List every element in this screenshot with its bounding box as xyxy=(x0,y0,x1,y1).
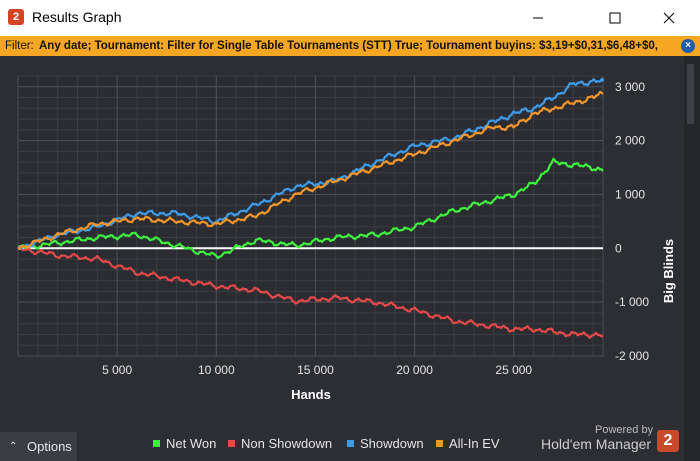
filter-bar[interactable]: Filter: Any date; Tournament: Filter for… xyxy=(0,36,700,56)
options-label: Options xyxy=(27,439,72,454)
series-line-net-won xyxy=(17,157,604,259)
legend-swatch xyxy=(228,440,235,447)
series-line-non-showdown xyxy=(17,246,604,339)
legend-swatch xyxy=(347,440,354,447)
legend-item-non-showdown: Non Showdown xyxy=(228,436,332,451)
y-tick-label: 0 xyxy=(615,241,622,255)
x-tick-label: 15 000 xyxy=(297,363,334,377)
title-bar: 2 Results Graph xyxy=(0,0,700,36)
y-tick-label: -1 000 xyxy=(615,295,649,309)
y-tick-label: 3 000 xyxy=(615,80,645,94)
close-icon: × xyxy=(685,40,691,51)
legend-swatch xyxy=(153,440,160,447)
minimize-icon xyxy=(533,17,543,19)
maximize-button[interactable] xyxy=(592,0,638,36)
maximize-icon xyxy=(609,12,621,24)
filter-text[interactable]: Any date; Tournament: Filter for Single … xyxy=(39,40,659,52)
brand-name: Hold'em Manager xyxy=(541,436,652,452)
y-tick-label: 1 000 xyxy=(615,187,645,201)
legend-label: Showdown xyxy=(360,436,424,451)
series-line-showdown xyxy=(17,77,605,250)
legend-item-net-won: Net Won xyxy=(153,436,216,451)
y-tick-label: 2 000 xyxy=(615,134,645,148)
window-title: Results Graph xyxy=(32,9,122,25)
options-button[interactable]: ⌃ Options xyxy=(0,432,77,461)
legend-label: Net Won xyxy=(166,436,217,451)
x-tick-label: 20 000 xyxy=(396,363,433,377)
chart-ticks: 5 000 10 000 15 000 20 000 25 000 -2 000 -1 00… xyxy=(102,80,649,377)
chevron-up-icon: ⌃ xyxy=(9,441,18,452)
y-tick-label: -2 000 xyxy=(615,349,649,363)
chart-series xyxy=(17,77,605,339)
legend-swatch xyxy=(436,440,443,447)
x-tick-label: 5 000 xyxy=(102,363,132,377)
powered-by-text: Powered by xyxy=(595,424,654,436)
x-tick-label: 10 000 xyxy=(198,363,235,377)
scrollbar-thumb[interactable] xyxy=(687,64,694,124)
filter-clear-button[interactable]: × xyxy=(681,39,695,53)
close-icon xyxy=(663,12,675,24)
legend-item-showdown: Showdown xyxy=(347,436,424,451)
app-icon: 2 xyxy=(8,9,24,25)
brand-logo: 2 xyxy=(657,430,679,452)
close-button[interactable] xyxy=(646,0,692,36)
x-tick-label: 25 000 xyxy=(495,363,532,377)
filter-label: Filter: xyxy=(5,40,34,52)
minimize-button[interactable] xyxy=(515,0,561,36)
results-chart: 5 000 10 000 15 000 20 000 25 000 -2 000 -1 00… xyxy=(17,75,676,402)
chart-grid xyxy=(17,75,604,357)
y-axis-label: Big Blinds xyxy=(661,239,676,303)
legend-label: All-In EV xyxy=(449,436,500,451)
legend-label: Non Showdown xyxy=(241,436,333,451)
legend-item-all-in-ev: All-In EV xyxy=(436,436,500,451)
x-axis-label: Hands xyxy=(291,387,331,402)
scrollbar-track[interactable] xyxy=(684,56,700,461)
series-line-all-in-ev xyxy=(17,90,604,251)
